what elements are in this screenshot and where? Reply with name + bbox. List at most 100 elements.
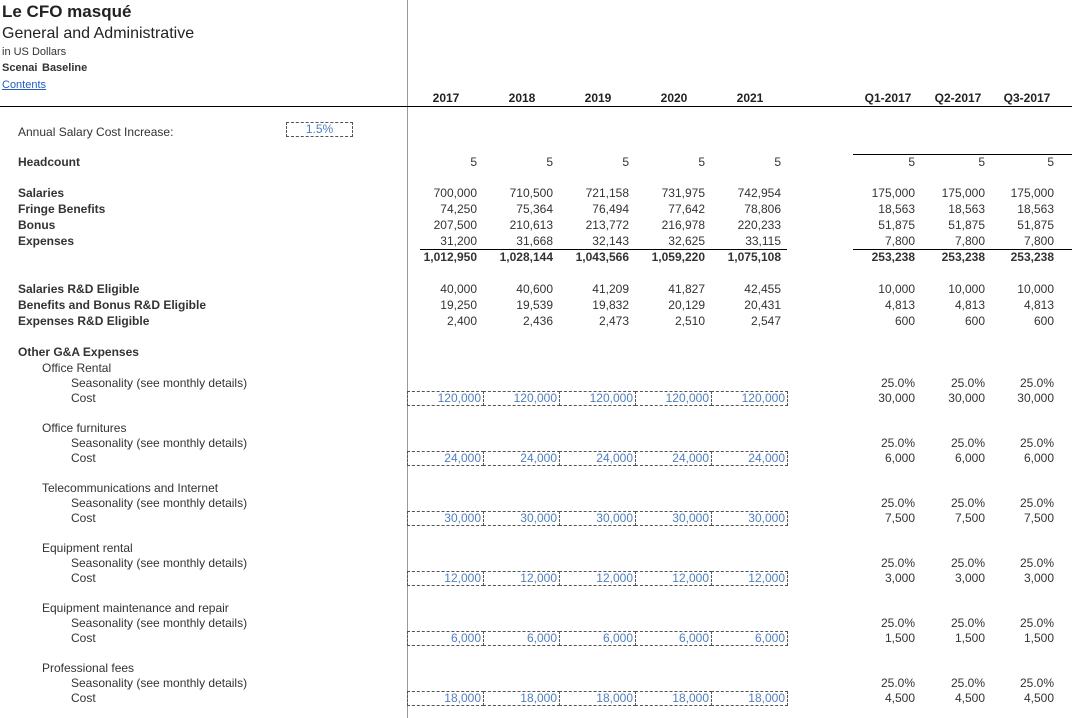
cost-value: 4,500 [884,691,915,705]
cost-input[interactable]: 12,000 [483,571,560,586]
cost-input[interactable]: 18,000 [407,691,484,706]
cost-input[interactable]: 24,000 [711,451,788,466]
contents-link[interactable]: Contents [2,79,47,91]
cost-input[interactable]: 12,000 [711,571,788,586]
seasonality-label: Seasonality (see monthly details) [71,376,248,390]
year-value: 2,436 [522,314,553,328]
seasonality-label: Seasonality (see monthly details) [71,436,248,450]
cost-input[interactable]: 24,000 [483,451,560,466]
row-label: Benefits and Bonus R&D Eligible [18,298,207,312]
year-value: 5 [622,155,629,169]
seasonality-value: 25.0% [1019,436,1054,450]
quarter-value: 253,238 [941,250,985,264]
quarter-value: 4,813 [884,298,915,312]
cost-input[interactable]: 30,000 [407,511,484,526]
year-value: 31,668 [516,234,553,248]
year-header: 2017 [432,91,460,105]
year-value: 19,832 [592,298,629,312]
seasonality-value: 25.0% [950,436,985,450]
seasonality-value: 25.0% [950,376,985,390]
cost-input[interactable]: 120,000 [407,391,484,406]
cost-input[interactable]: 120,000 [559,391,636,406]
salary-increase-input[interactable]: 1.5% [286,122,353,137]
quarter-value: 10,000 [1017,282,1054,296]
quarter-value: 5 [1047,155,1054,169]
cost-input[interactable]: 6,000 [407,631,484,646]
units: in US Dollars [2,46,67,58]
seasonality-label: Seasonality (see monthly details) [71,556,248,570]
seasonality-value: 25.0% [880,376,915,390]
cost-value: 1,500 [954,631,985,645]
seasonality-value: 25.0% [950,676,985,690]
quarter-value: 51,875 [948,218,985,232]
year-value: 2,400 [446,314,477,328]
year-value: 75,364 [516,202,553,216]
year-value: 220,233 [737,218,781,232]
cost-input[interactable]: 30,000 [559,511,636,526]
year-value: 41,827 [668,282,705,296]
cost-input[interactable]: 120,000 [711,391,788,406]
cost-label: Cost [71,631,96,645]
cost-input[interactable]: 18,000 [635,691,712,706]
cost-input[interactable]: 24,000 [407,451,484,466]
cost-label: Cost [71,451,96,465]
year-header: 2020 [660,91,688,105]
cost-input[interactable]: 18,000 [711,691,788,706]
cost-input[interactable]: 6,000 [559,631,636,646]
quarter-value: 7,800 [1023,234,1054,248]
group-label: Professional fees [42,661,135,675]
year-value: 33,115 [745,234,781,248]
cost-input[interactable]: 24,000 [559,451,636,466]
cost-input[interactable]: 30,000 [483,511,560,526]
cost-input[interactable]: 6,000 [635,631,712,646]
year-value: 40,600 [516,282,553,296]
cost-input[interactable]: 12,000 [635,571,712,586]
year-header: 2019 [584,91,612,105]
cost-value: 4,500 [954,691,985,705]
cost-input[interactable]: 12,000 [407,571,484,586]
cost-value: 30,000 [948,391,985,405]
cost-input[interactable]: 18,000 [559,691,636,706]
seasonality-value: 25.0% [880,436,915,450]
quarter-value: 5 [978,155,985,169]
year-value: 78,806 [744,202,781,216]
headcount-rule [853,154,1072,155]
year-value: 32,143 [592,234,629,248]
year-value: 731,975 [661,186,705,200]
quarter-value: 18,563 [878,202,915,216]
year-value: 216,978 [661,218,705,232]
cost-input[interactable]: 30,000 [635,511,712,526]
year-value: 207,500 [433,218,477,232]
quarter-header: Q3-2017 [1003,91,1051,105]
cost-input[interactable]: 18,000 [483,691,560,706]
total-rule [420,249,787,250]
year-value: 210,613 [509,218,553,232]
cost-input[interactable]: 120,000 [635,391,712,406]
group-label: Office furnitures [42,421,127,435]
cost-value: 3,000 [954,571,985,585]
year-value: 5 [774,155,781,169]
quarter-value: 175,000 [941,186,985,200]
cost-input[interactable]: 6,000 [483,631,560,646]
quarter-value: 600 [964,314,985,328]
year-value: 40,000 [440,282,477,296]
quarter-value: 7,800 [884,234,915,248]
row-label: Bonus [18,218,56,232]
column-divider [407,0,408,718]
year-header: 2021 [736,91,764,105]
year-value: 19,539 [516,298,553,312]
cost-input[interactable]: 6,000 [711,631,788,646]
cost-input[interactable]: 120,000 [483,391,560,406]
cost-label: Cost [71,691,96,705]
cost-input[interactable]: 12,000 [559,571,636,586]
year-value: 742,954 [737,186,781,200]
year-value: 31,200 [440,234,477,248]
cost-input[interactable]: 30,000 [711,511,788,526]
year-value: 2,547 [750,314,781,328]
cost-value: 30,000 [1017,391,1054,405]
seasonality-value: 25.0% [950,496,985,510]
year-value: 1,043,566 [575,250,629,264]
cost-input[interactable]: 24,000 [635,451,712,466]
cost-value: 7,500 [1023,511,1054,525]
